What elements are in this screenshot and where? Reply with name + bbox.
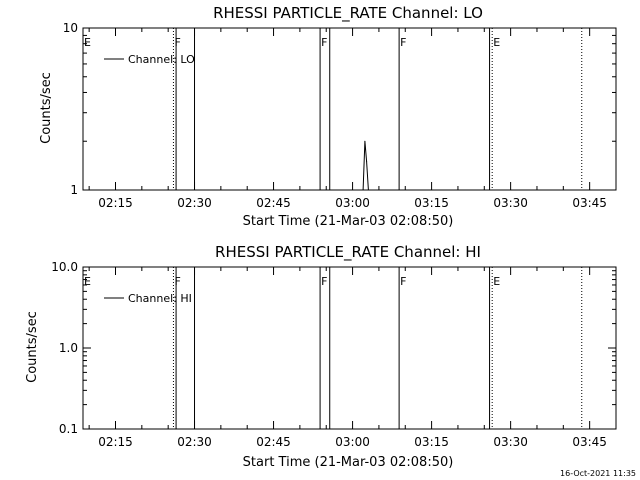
flag-label: F	[400, 275, 406, 288]
flag-label: F	[321, 275, 327, 288]
flag-label: F	[321, 36, 327, 49]
flag-label: E	[493, 275, 500, 288]
flag-label: F	[400, 36, 406, 49]
x-tick-label: 03:45	[572, 435, 607, 449]
legend: Channel: LO	[104, 53, 195, 66]
data-point	[364, 140, 366, 142]
footer-timestamp: 16-Oct-2021 11:35	[560, 469, 636, 478]
y-axis-label: Counts/sec	[39, 72, 54, 144]
x-tick-label: 02:15	[98, 435, 133, 449]
y-tick-label: 1	[70, 183, 78, 197]
flag-label: E	[84, 275, 91, 288]
x-tick-label: 02:30	[177, 435, 212, 449]
y-tick-label: 1.0	[59, 341, 78, 355]
x-tick-label: 02:45	[256, 435, 291, 449]
flag-label: E	[84, 36, 91, 49]
x-axis-label: Start Time (21-Mar-03 02:08:50)	[243, 214, 454, 229]
chart-title: RHESSI PARTICLE_RATE Channel: LO	[213, 4, 483, 23]
legend-label: Channel: LO	[128, 53, 195, 66]
x-tick-label: 02:45	[256, 196, 291, 210]
x-axis-label: Start Time (21-Mar-03 02:08:50)	[243, 455, 454, 470]
chart-title: RHESSI PARTICLE_RATE Channel: HI	[215, 243, 481, 262]
x-tick-label: 03:30	[493, 435, 528, 449]
legend-label: Channel: HI	[128, 292, 192, 305]
flag-label: F	[174, 275, 180, 288]
data-point	[366, 160, 368, 162]
chart-panel-hi: RHESSI PARTICLE_RATE Channel: HI Start T…	[25, 243, 617, 470]
y-axis-label: Counts/sec	[25, 311, 40, 383]
x-tick-label: 03:00	[335, 196, 370, 210]
x-tick-label: 02:15	[98, 196, 133, 210]
flag-label: E	[493, 36, 500, 49]
flag-label: F	[174, 36, 180, 49]
x-tick-label: 03:00	[335, 435, 370, 449]
data-point	[362, 189, 364, 191]
series-line	[362, 141, 369, 191]
y-tick-label: 10	[63, 21, 78, 35]
x-tick-label: 03:45	[572, 196, 607, 210]
x-tick-label: 03:15	[414, 435, 449, 449]
data-point	[367, 189, 369, 191]
x-tick-label: 03:15	[414, 196, 449, 210]
y-tick-label: 10.0	[51, 260, 78, 274]
chart-panel-lo: RHESSI PARTICLE_RATE Channel: LO Start T…	[39, 4, 617, 229]
y-tick-label: 0.1	[59, 422, 78, 436]
x-tick-label: 03:30	[493, 196, 528, 210]
x-tick-label: 02:30	[177, 196, 212, 210]
